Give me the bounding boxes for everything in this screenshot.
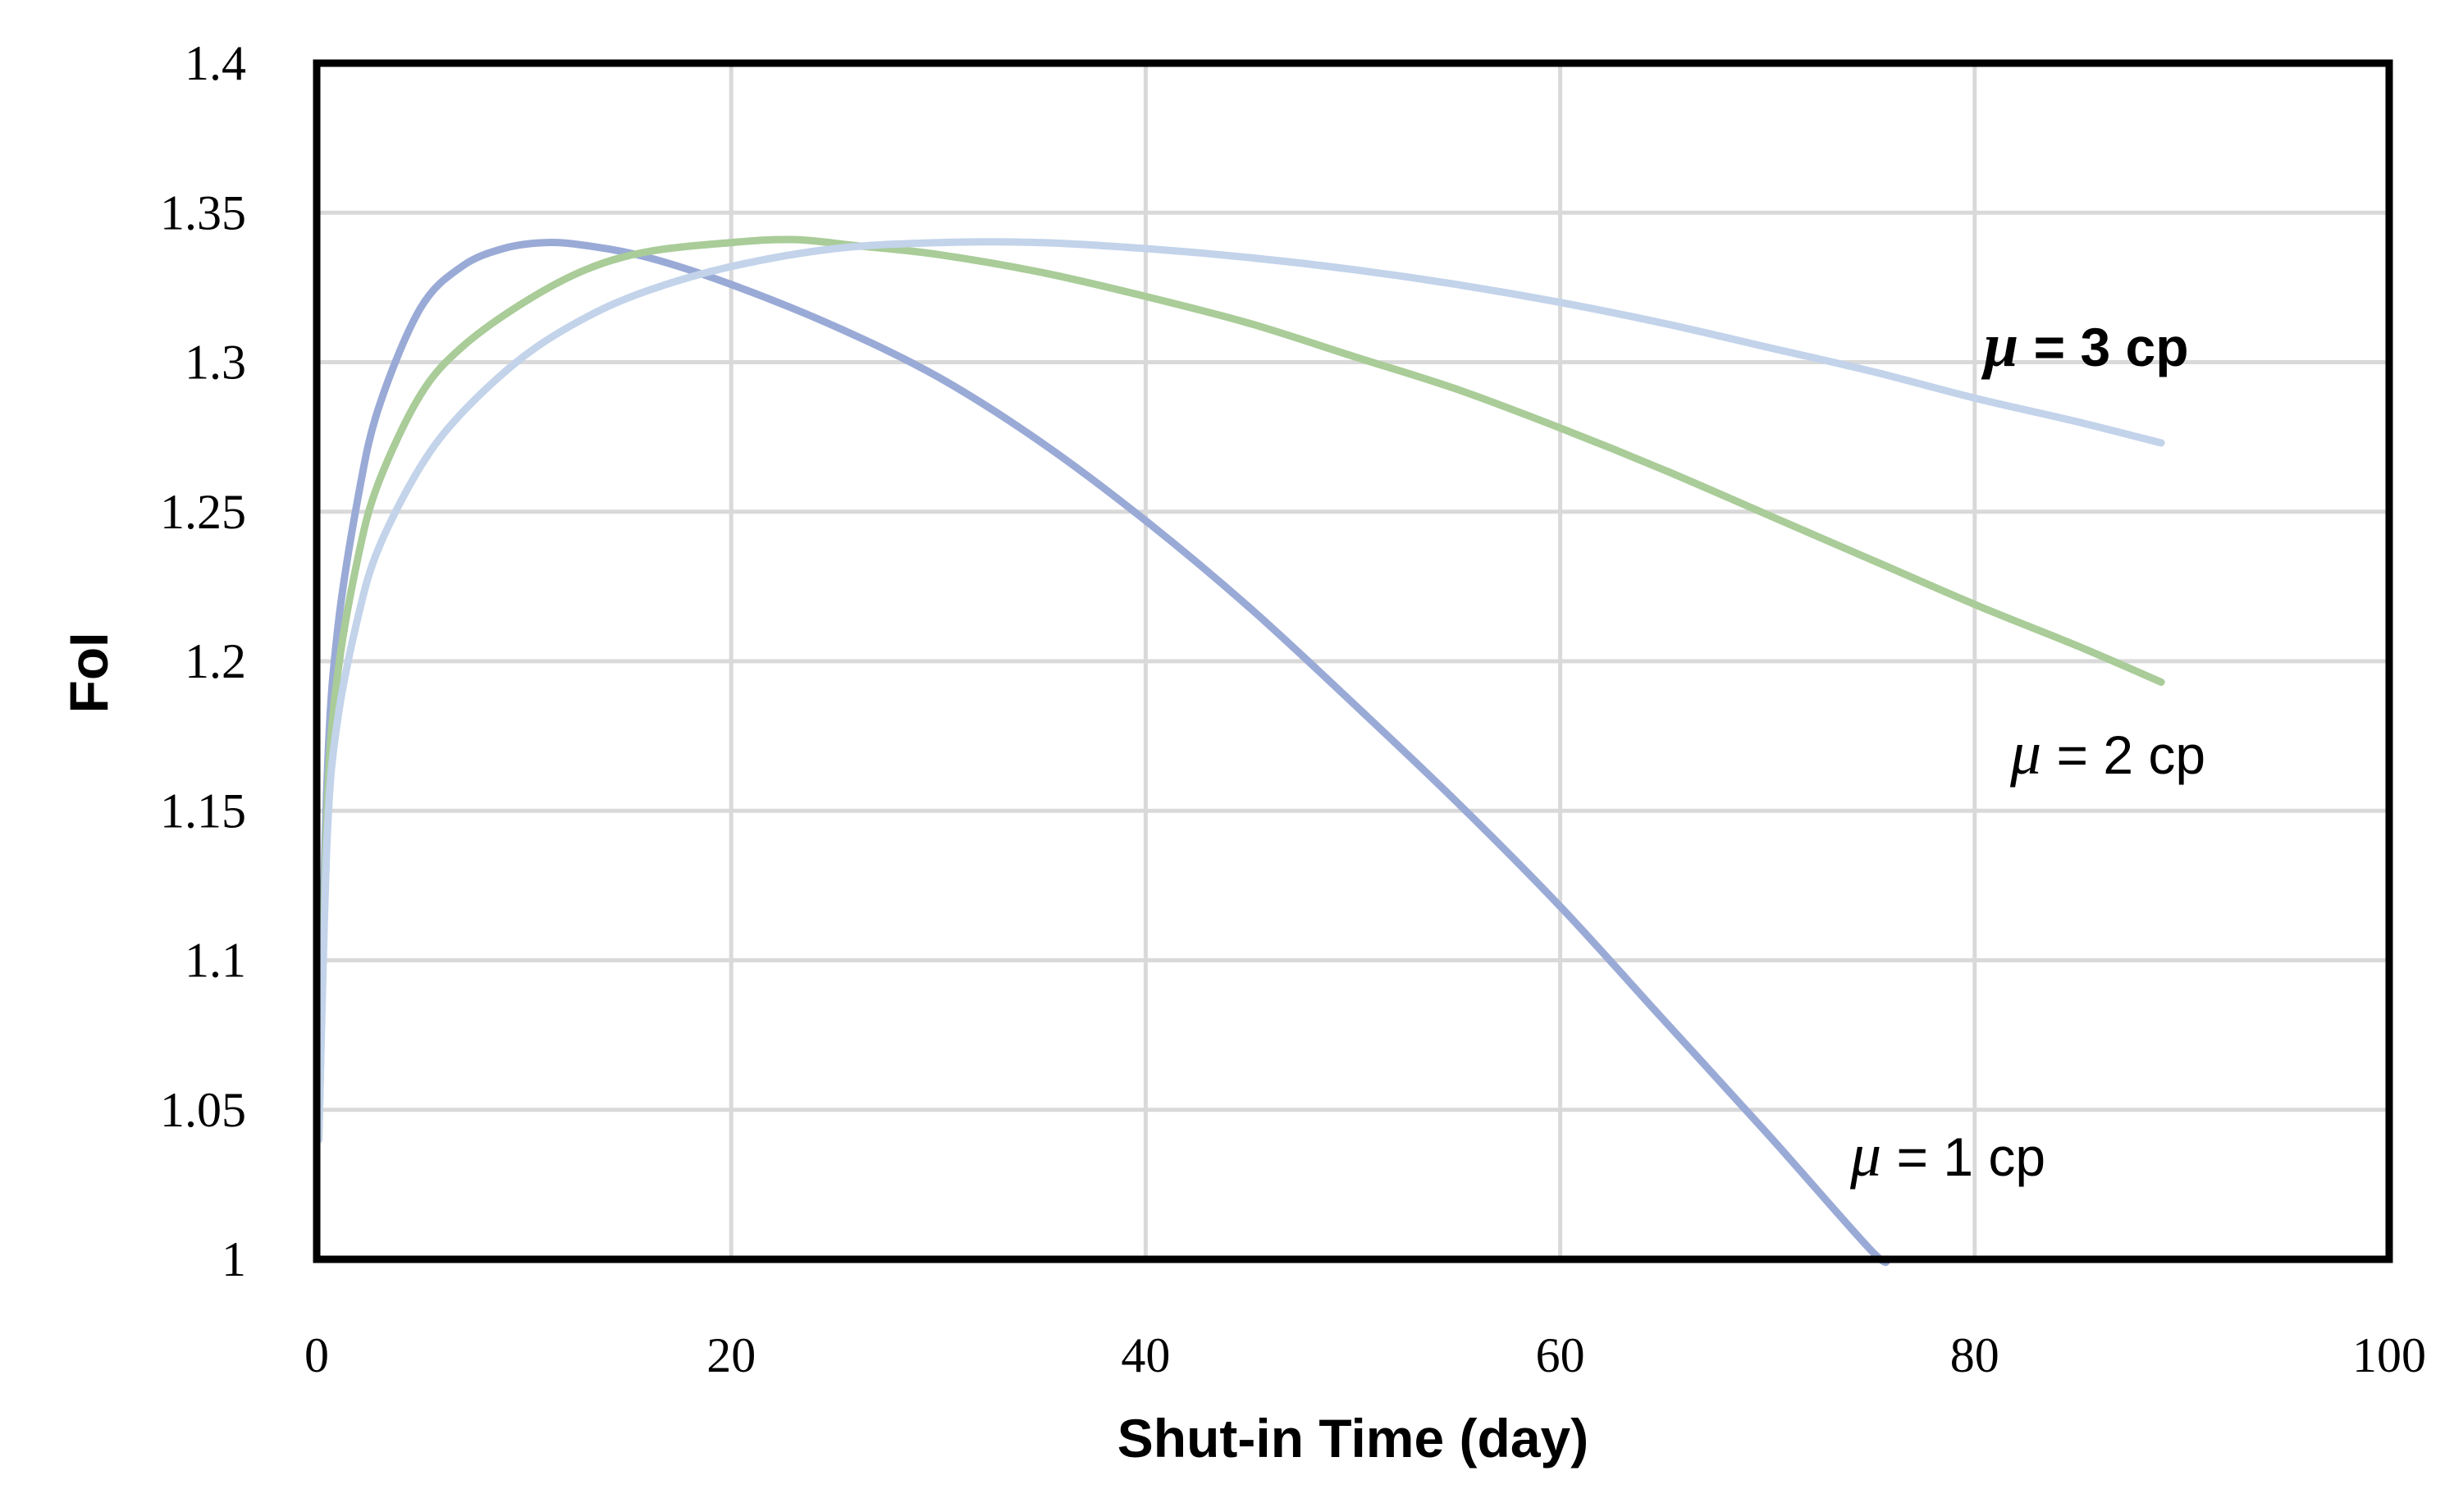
y-tick-label: 1.35	[160, 185, 246, 240]
y-tick-label: 1.25	[160, 485, 246, 539]
series-label-symbol: μ	[1849, 1121, 1881, 1190]
series-line-1	[315, 239, 1892, 1266]
series-labels: μ = 1 cpμ = 2 cpμ = 3 cp	[1849, 311, 2205, 1190]
gridlines	[317, 63, 2389, 1259]
series-label-symbol: μ	[2009, 719, 2041, 788]
x-tick-label: 40	[1121, 1328, 1170, 1382]
y-tick-label: 1.2	[185, 634, 246, 688]
x-axis-title: Shut-in Time (day)	[1117, 1408, 1588, 1469]
series-label-text: = 1 cp	[1881, 1126, 2045, 1187]
series-label-text: = 3 cp	[2018, 317, 2188, 377]
x-tick-label: 20	[706, 1328, 756, 1382]
x-tick-label: 80	[1950, 1328, 1999, 1382]
series-label-3: μ = 3 cp	[1981, 311, 2189, 380]
series-layer	[315, 235, 2165, 1266]
series-label-2: μ = 2 cp	[2009, 719, 2205, 788]
y-tick-label: 1.4	[185, 36, 246, 90]
y-tick-labels: 1 1.05 1.1 1.15 1.2 1.25 1.3 1.35 1.4	[160, 36, 246, 1286]
y-tick-label: 1.05	[160, 1083, 246, 1137]
y-axis-title: FoI	[58, 633, 119, 714]
y-tick-label: 1.1	[185, 934, 246, 988]
x-tick-labels: 0 20 40 60 80 100	[304, 1328, 2426, 1382]
plot-frame	[313, 59, 2393, 1263]
x-tick-label: 0	[304, 1328, 329, 1382]
series-line-3	[315, 238, 2165, 1144]
x-tick-label: 100	[2352, 1328, 2426, 1382]
y-tick-label: 1	[222, 1232, 246, 1286]
y-tick-label: 1.3	[185, 336, 246, 390]
series-label-text: = 2 cp	[2041, 724, 2205, 785]
x-tick-label: 60	[1536, 1328, 1585, 1382]
y-tick-label: 1.15	[160, 783, 246, 838]
series-label-1: μ = 1 cp	[1849, 1121, 2045, 1190]
series-label-symbol: μ	[1981, 311, 2018, 380]
series-line-2	[315, 235, 2165, 1144]
